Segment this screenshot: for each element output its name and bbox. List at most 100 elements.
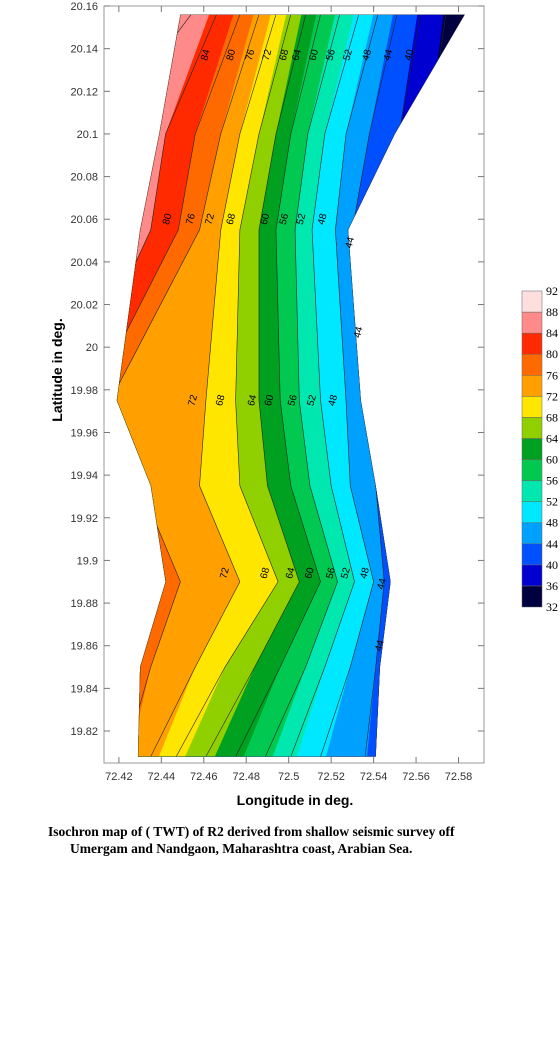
contour-label: 76 [244, 48, 258, 62]
contour-label: 44 [352, 325, 366, 339]
colorbar-swatch [521, 459, 543, 481]
contour-label: 60 [308, 48, 322, 62]
y-tick-label: 20.04 [70, 257, 98, 269]
contour-label: 60 [303, 566, 317, 580]
colorbar-label: 56 [546, 474, 558, 488]
y-tick-label: 19.96 [70, 427, 98, 439]
colorbar-swatch [521, 438, 543, 460]
colorbar-swatch [521, 396, 543, 418]
colorbar-swatch [521, 585, 543, 608]
contour-line [235, 14, 321, 757]
contour-label: 84 [199, 48, 213, 62]
contour-label: 72 [204, 212, 218, 226]
colorbar-swatch [521, 417, 543, 439]
y-tick-label: 20.14 [70, 44, 98, 56]
colorbar-label: 92 [546, 284, 558, 298]
colorbar-label: 64 [546, 431, 558, 445]
y-tick-label: 20.12 [70, 86, 98, 98]
x-tick-label: 72.48 [232, 771, 260, 783]
contour-label: 52 [342, 48, 356, 62]
colorbar-label: 36 [546, 579, 558, 593]
colorbar-swatch [521, 522, 543, 545]
y-tick-label: 19.98 [70, 385, 98, 397]
y-tick-label: 19.94 [70, 470, 98, 482]
y-axis-label: Latitude in deg. [49, 318, 65, 421]
contour-label: 68 [278, 48, 292, 62]
contour-label: 52 [305, 393, 319, 407]
contour-label: 68 [225, 212, 239, 226]
contour-label: 64 [284, 566, 298, 580]
contour-label: 76 [184, 212, 198, 226]
contour-line [420, 14, 447, 757]
contour-label: 48 [359, 566, 373, 580]
colorbar-swatch [521, 311, 543, 334]
contour-label: 44 [373, 639, 387, 653]
y-tick-label: 20.02 [70, 300, 98, 312]
colorbar-swatch [521, 480, 543, 502]
contour-label: 64 [246, 393, 260, 407]
contour-line [175, 14, 292, 757]
contour-label: 44 [382, 48, 396, 62]
contour-label: 72 [218, 566, 232, 580]
contour-label: 56 [325, 566, 339, 580]
contour-line [116, 14, 217, 757]
contour-line [320, 14, 379, 757]
y-tick-label: 20.06 [70, 214, 98, 226]
contour-line [205, 14, 306, 757]
caption-line: Umergam and Nandgaon, Maharashtra coast,… [70, 841, 412, 856]
contour-label: 56 [278, 212, 292, 226]
colorbar-swatch [521, 501, 543, 523]
contour-label: 56 [325, 48, 339, 62]
colorbar-label: 84 [546, 326, 558, 340]
plot-frame [103, 5, 485, 764]
y-tick-label: 20.16 [70, 1, 98, 13]
colorbar-swatch [521, 353, 543, 376]
y-tick-label: 19.86 [70, 641, 98, 653]
colorbar-label: 80 [546, 347, 558, 361]
x-tick-label: 72.42 [105, 771, 133, 783]
y-tick-label: 20.1 [77, 129, 98, 141]
y-tick-label: 20 [86, 342, 98, 354]
x-axis-label: Longitude in deg. [237, 792, 354, 808]
y-tick-label: 19.84 [70, 683, 98, 695]
y-tick-label: 19.92 [70, 513, 98, 525]
contour-label: 56 [286, 393, 300, 407]
colorbar-label: 48 [546, 516, 558, 530]
contour-label: 48 [327, 393, 341, 407]
y-tick-label: 19.88 [70, 598, 98, 610]
colorbar-label: 32 [546, 600, 558, 614]
contour-line [150, 14, 277, 757]
y-tick-label: 19.82 [70, 726, 98, 738]
contour-label: 64 [291, 48, 305, 62]
contour-label: 52 [295, 212, 309, 226]
colorbar-label: 40 [546, 558, 558, 572]
contour-label: 80 [161, 212, 175, 226]
contour-label: 60 [263, 393, 277, 407]
colorbar-swatch [521, 290, 543, 313]
x-tick-label: 72.58 [445, 771, 473, 783]
colorbar-swatch [521, 332, 543, 355]
contour-label: 72 [261, 48, 275, 62]
x-tick-label: 72.44 [148, 771, 176, 783]
x-tick-label: 72.5 [278, 771, 299, 783]
contour-label: 44 [344, 236, 358, 250]
x-tick-label: 72.54 [360, 771, 388, 783]
colorbar-label: 88 [546, 305, 558, 319]
colorbar-swatch [521, 564, 543, 587]
contour-label: 44 [375, 577, 389, 591]
contour-label: 52 [339, 566, 353, 580]
colorbar-swatch [521, 543, 543, 566]
colorbar-label: 60 [546, 453, 558, 467]
x-tick-label: 72.56 [402, 771, 430, 783]
colorbar-label: 72 [546, 389, 558, 403]
colorbar-label: 52 [546, 495, 558, 509]
contour-label: 40 [403, 48, 417, 62]
contour-label: 68 [214, 393, 228, 407]
contour-label: 72 [187, 393, 201, 407]
contour-label: 48 [361, 48, 375, 62]
y-tick-label: 20.08 [70, 172, 98, 184]
contour-label: 68 [259, 566, 273, 580]
colorbar-label: 44 [546, 537, 558, 551]
